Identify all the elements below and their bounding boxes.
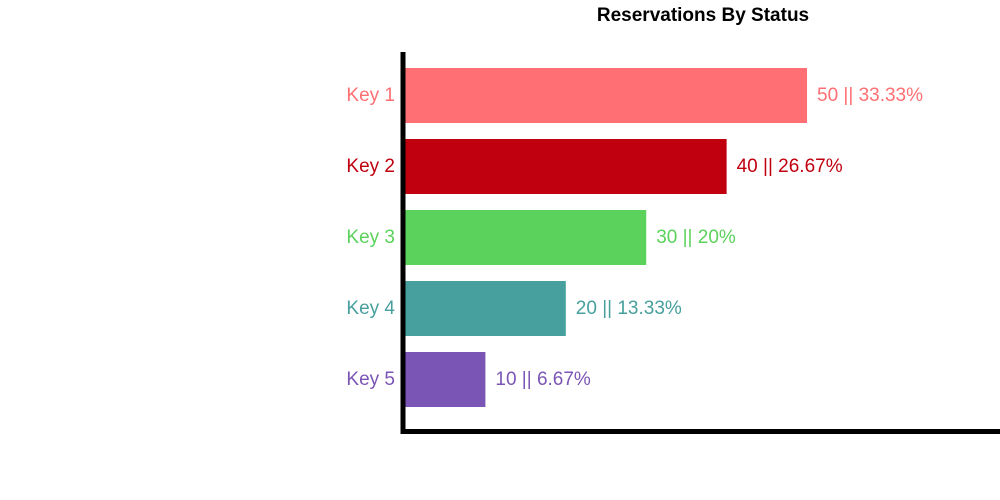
labels-layer: Key 1 50 || 33.33% Key 2 40 || 26.67% Key 3 3… [346,85,923,390]
category-label-1: Key 1 [346,85,395,106]
category-label-4: Key 4 [346,298,395,319]
value-label-3: 30 || 20% [656,227,736,248]
value-label-4: 20 || 13.33% [576,298,682,319]
bar-5 [405,352,486,407]
bar-2 [405,139,727,194]
bar-4 [405,281,566,336]
chart-title: Reservations By Status [596,5,810,26]
bar-3 [405,210,647,265]
category-label-3: Key 3 [346,227,395,248]
bar-1 [405,68,808,123]
value-label-5: 10 || 6.67% [495,369,591,390]
value-label-2: 40 || 26.67% [737,156,843,177]
category-label-5: Key 5 [346,369,395,390]
category-label-2: Key 2 [346,156,395,177]
value-label-1: 50 || 33.33% [817,85,923,106]
bars-layer [405,68,808,407]
